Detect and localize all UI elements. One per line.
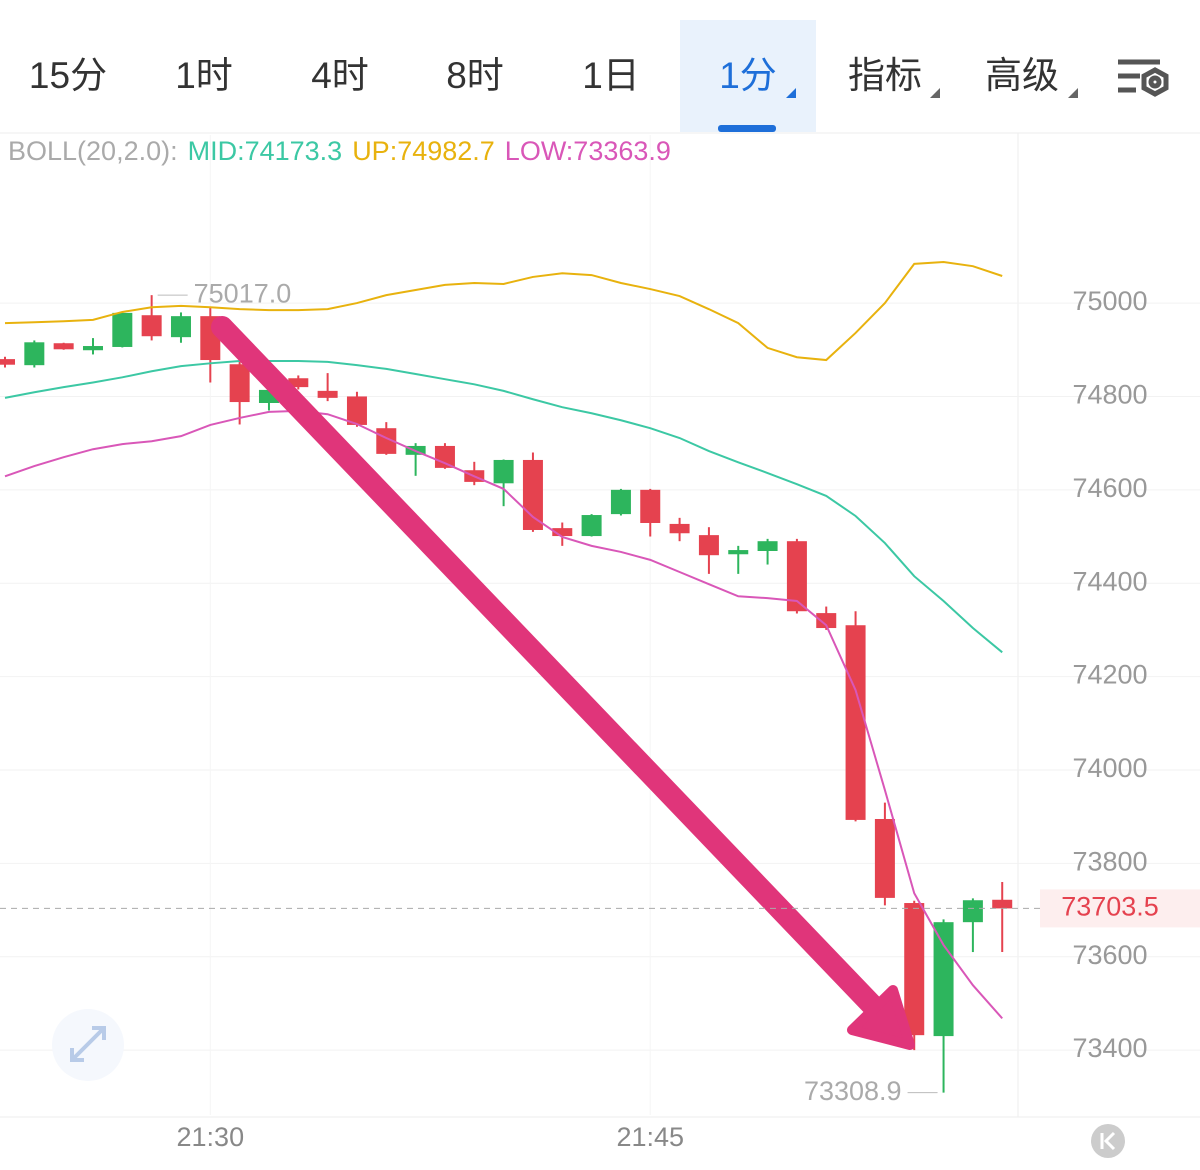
plot [0, 135, 1200, 1115]
y-tick-label: 74200 [1072, 660, 1147, 690]
y-tick-label: 74000 [1072, 753, 1147, 783]
candle-body [816, 613, 837, 629]
high-marker-label: 75017.0 [194, 278, 292, 308]
candle-body [728, 550, 749, 555]
y-tick-label: 75000 [1072, 286, 1147, 316]
tab[interactable]: 15分 [29, 55, 107, 96]
candle-body [669, 523, 690, 534]
tab[interactable]: 指标 [848, 55, 922, 96]
candle-body [170, 316, 191, 338]
tab-caret [786, 88, 796, 98]
expand-button[interactable] [52, 1009, 124, 1081]
candle-body [757, 541, 778, 551]
tab-caret [1068, 88, 1078, 98]
y-tick-label: 73400 [1072, 1033, 1147, 1063]
y-tick-label: 73800 [1072, 846, 1147, 876]
candle-body [581, 515, 602, 537]
x-tick-label: 21:45 [616, 1122, 684, 1152]
boll-line [4, 359, 1003, 654]
candle-body [82, 346, 103, 351]
candle-body [874, 818, 895, 898]
tab[interactable]: 8时 [446, 55, 504, 96]
active-tab-bg [680, 20, 816, 132]
candle-body [698, 535, 719, 556]
settings-icon[interactable] [1118, 59, 1169, 97]
candle-body [992, 899, 1013, 909]
tab[interactable]: 1时 [175, 55, 233, 96]
legend-entry: MID:74173.3 [188, 136, 343, 166]
boll-line [4, 409, 1003, 1020]
candle-body [786, 541, 807, 612]
candle-body [112, 312, 133, 347]
candle-body [141, 315, 162, 337]
boll-line [4, 260, 1003, 362]
candle-body [229, 364, 250, 403]
tab[interactable]: 1分 [719, 55, 777, 96]
tab[interactable]: 1日 [582, 55, 640, 96]
candle-body [933, 922, 954, 1037]
candle-body [845, 625, 866, 820]
candle-body [434, 445, 455, 468]
candle-body [288, 378, 309, 388]
candle-body [904, 903, 925, 1036]
candle-body [552, 528, 573, 537]
candle-body [493, 459, 514, 484]
candle-body [522, 459, 543, 530]
y-tick-label: 74800 [1072, 380, 1147, 410]
last-price-tag [1040, 889, 1200, 928]
scroll-to-latest[interactable] [1091, 1124, 1125, 1158]
candle-body [346, 396, 367, 425]
candle-body [24, 342, 45, 366]
y-tick-label: 73600 [1072, 940, 1147, 970]
candle-body [610, 489, 631, 515]
legend-entry: LOW:73363.9 [505, 136, 671, 166]
tab[interactable]: 4时 [311, 55, 369, 96]
x-tick-label: 21:30 [177, 1122, 245, 1152]
low-marker-label: 73308.9 [804, 1076, 902, 1106]
y-tick-label: 74600 [1072, 473, 1147, 503]
tab-caret [930, 88, 940, 98]
candle-body [317, 390, 338, 398]
candle-body [53, 343, 74, 350]
candle-body [640, 489, 661, 523]
tab[interactable]: 高级 [985, 55, 1059, 96]
candle-body [0, 359, 15, 365]
trend-arrow [211, 316, 915, 1050]
active-tab-underline [718, 125, 776, 132]
indicator-label: BOLL(20,2.0): [8, 136, 178, 166]
y-tick-label: 74400 [1072, 566, 1147, 596]
candle-body [962, 900, 983, 923]
last-price-label: 73703.5 [1061, 892, 1159, 922]
legend-entry: UP:74982.7 [352, 136, 495, 166]
